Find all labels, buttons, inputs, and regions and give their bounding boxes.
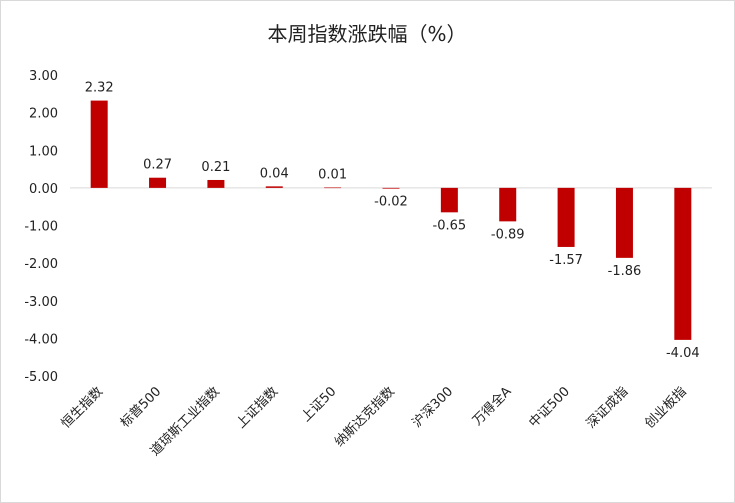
y-tick-label: 2.00 xyxy=(29,107,58,122)
data-label: -1.57 xyxy=(549,253,583,268)
y-tick-label: -1.00 xyxy=(24,220,58,235)
x-tick-label: 恒生指数 xyxy=(59,384,106,431)
bar xyxy=(90,100,108,188)
data-label: -0.02 xyxy=(374,195,408,210)
x-tick-label: 中证500 xyxy=(526,384,573,431)
y-axis: 3.00 2.00 1.00 0.00 -1.00 -2.00 -3.00 -4.00 -5.0… xyxy=(24,69,58,385)
y-tick-label: 1.00 xyxy=(29,144,58,159)
y-tick-label: -2.00 xyxy=(24,257,58,272)
bar xyxy=(674,187,692,340)
bar xyxy=(149,177,167,188)
bar xyxy=(615,187,633,258)
bar xyxy=(557,187,575,247)
y-tick-label: -5.00 xyxy=(24,370,58,385)
data-label: -1.86 xyxy=(608,264,642,279)
data-label: -0.89 xyxy=(491,227,525,242)
data-label: 0.01 xyxy=(318,167,347,182)
x-tick-label: 标普500 xyxy=(118,384,165,431)
y-tick-label: -4.00 xyxy=(24,332,58,347)
chart-title: 本周指数涨跌幅（%） xyxy=(267,22,466,46)
x-tick-label: 上证指数 xyxy=(234,384,281,431)
data-label: 2.32 xyxy=(85,81,114,96)
x-tick-label: 万得全A xyxy=(469,383,514,428)
y-tick-label: 0.00 xyxy=(29,182,58,197)
data-label: -0.65 xyxy=(433,218,467,233)
bar xyxy=(382,187,400,189)
bar xyxy=(499,187,517,222)
bar xyxy=(207,179,225,188)
x-tick-label: 沪深300 xyxy=(409,384,456,431)
data-label: 0.27 xyxy=(143,158,172,173)
bar xyxy=(440,187,458,213)
y-tick-label: 3.00 xyxy=(29,69,58,84)
data-label: 0.21 xyxy=(201,160,230,175)
y-tick-label: -3.00 xyxy=(24,295,58,310)
x-tick-label: 深证成指 xyxy=(584,384,631,431)
data-labels-group: 2.32 0.27 0.21 0.04 0.01 -0.02 -0.65 -0.89 -1.57… xyxy=(85,81,700,361)
bar xyxy=(265,186,283,188)
x-tick-label: 创业板指 xyxy=(642,384,689,431)
bar xyxy=(324,187,342,189)
x-tick-label: 纳斯达克指数 xyxy=(332,384,398,450)
data-label: -4.04 xyxy=(666,346,700,361)
data-label: 0.04 xyxy=(260,166,289,181)
x-tick-label: 上证50 xyxy=(299,384,340,425)
bars-group xyxy=(90,100,692,340)
